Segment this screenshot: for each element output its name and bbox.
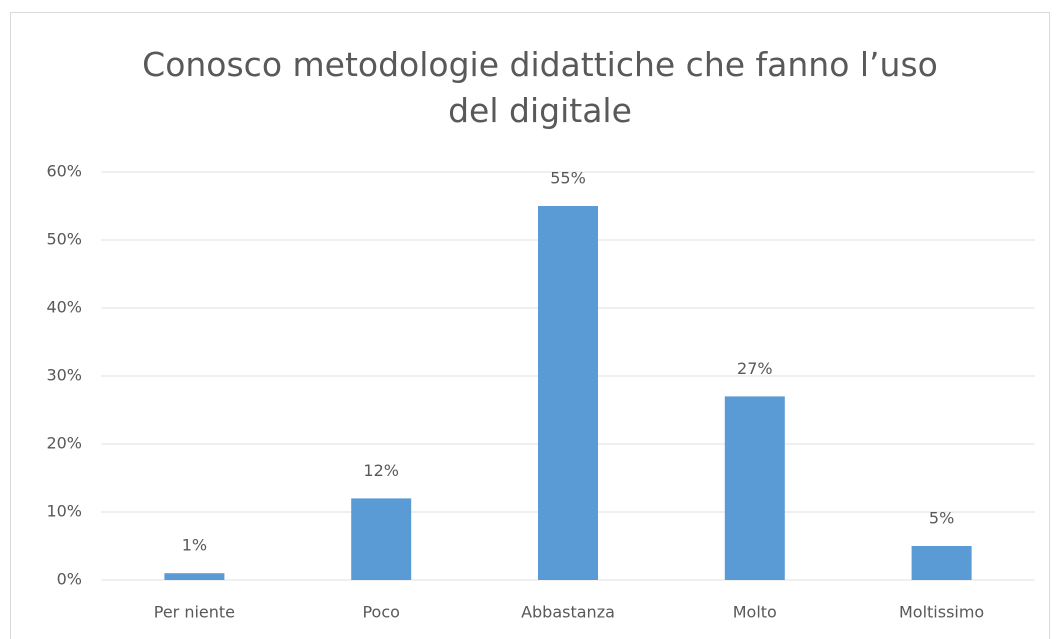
x-tick-label: Abbastanza (521, 603, 615, 622)
y-tick-label: 30% (46, 366, 82, 385)
chart-title: Conosco metodologie didattiche che fanno… (142, 45, 938, 130)
x-tick-label: Per niente (154, 603, 235, 622)
bar (164, 573, 225, 580)
data-label: 27% (737, 359, 773, 378)
data-label: 1% (182, 536, 207, 555)
y-tick-label: 40% (46, 298, 82, 317)
bar (911, 546, 972, 580)
x-tick-label: Molto (733, 603, 777, 622)
chart-border (10, 12, 1050, 639)
bar (538, 206, 598, 580)
bar (724, 396, 785, 580)
data-label: 55% (550, 169, 586, 188)
y-tick-label: 0% (57, 570, 82, 589)
data-label: 12% (363, 461, 399, 480)
data-label: 5% (929, 509, 954, 528)
x-tick-label: Poco (362, 603, 399, 622)
y-tick-label: 10% (46, 502, 82, 521)
y-tick-label: 50% (46, 230, 82, 249)
y-tick-label: 20% (46, 434, 82, 453)
bar (351, 498, 412, 580)
x-tick-label: Moltissimo (899, 603, 984, 622)
y-tick-label: 60% (46, 162, 82, 181)
